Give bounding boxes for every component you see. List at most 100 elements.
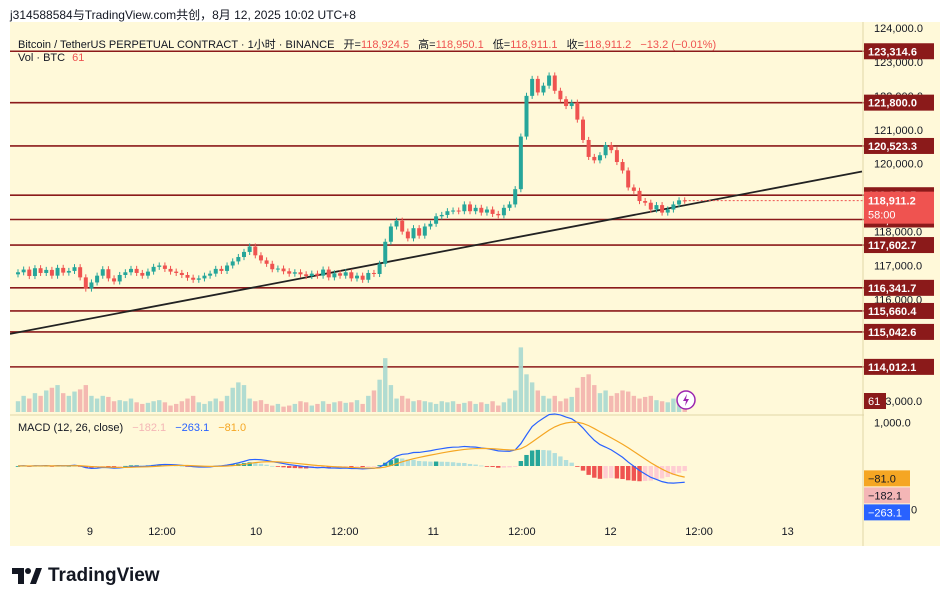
candle-body [315,273,320,276]
macd-histogram-bar [524,454,529,466]
volume-bar [626,391,631,412]
volume-bar [354,400,360,412]
candle-body [326,269,331,278]
macd-value-tag [864,470,910,487]
volume-bar [72,391,77,412]
volume-bar [671,398,676,412]
candle-body [643,201,648,203]
macd-histogram-bar [467,463,473,466]
macd-histogram-bar [541,450,546,466]
volume-bar [597,393,603,412]
volume-bar [490,401,495,412]
lightning-icon [683,394,689,406]
volume-bar [264,403,269,412]
tradingview-brand: TradingView [12,565,160,587]
candle-body [83,277,88,289]
volume-bar [473,403,478,412]
volume-bar [94,398,100,412]
candle-body [89,282,94,289]
macd-histogram-bar [507,466,512,468]
volume-bar [332,402,337,412]
volume-bar [631,395,637,412]
candle-body [157,265,162,267]
candle-body [552,75,557,91]
candle-body [202,275,207,279]
chart-area[interactable]: 124,000.0123,000.0122,000.0121,000.0120,… [9,22,940,546]
candle-body [626,170,631,188]
candle-body [513,189,518,205]
candle-body [569,102,574,107]
candle-body [140,272,145,276]
candle-body [518,136,523,190]
macd-histogram-bar [111,466,117,467]
candle-body [134,268,139,273]
volume-bar [433,403,439,412]
candle-body [422,226,427,236]
candle-body [434,216,439,224]
candle-body [338,273,343,276]
volume-bar [61,393,66,412]
volume-legend: Vol · BTC 61 [18,52,84,64]
macd-histogram-bar [586,466,591,475]
open-label: 开= [343,39,361,51]
macd-histogram-bar [292,466,298,469]
level-price-label: 117,602.7 [868,240,916,252]
high-value: 118,950.1 [435,39,484,51]
candle-body [61,267,66,273]
candle-body [191,277,196,280]
volume-bar [270,405,275,412]
macd-histogram-bar [490,466,495,467]
level-price-tag [864,43,934,60]
candle-body [665,209,670,213]
volume-bar [151,401,156,412]
volume-bar [467,401,473,412]
trendline [9,170,863,335]
candle-body [603,145,608,156]
volume-bar [614,393,620,412]
volume-bar [394,398,399,412]
candle-body [343,272,348,276]
chart-svg[interactable]: 124,000.0123,000.0122,000.0121,000.0120,… [9,22,940,546]
volume-bar [349,402,354,412]
volume-bar [507,398,512,412]
macd-histogram-bar [682,466,687,472]
volume-bar [371,390,377,412]
macd-line-value: −263.1 [175,422,210,434]
level-price-label: 123,314.6 [868,46,917,58]
macd-histogram-bar [484,466,490,467]
volume-bar [665,402,670,412]
volume-bar [400,395,405,412]
price-tick-label: 123,000.0 [874,57,923,69]
volume-bar [27,398,32,412]
volume-bar [140,403,145,412]
time-tick-label: 12:00 [685,526,713,538]
price-tick-label: 118,000.0 [874,227,922,239]
volume-bar [157,400,162,412]
candle-body [264,260,269,264]
volume-bar [552,395,557,412]
macd-histogram-bar [620,466,625,480]
macd-histogram-bar [343,466,348,467]
level-price-label: 115,042.6 [868,327,916,339]
volume-bar [383,358,388,412]
volume-bar [49,387,55,412]
volume-bar [603,390,608,412]
volume-bar [513,390,518,412]
volume-value-label: 61 [868,396,880,408]
volume-bar [241,385,247,412]
candle-body [558,90,563,100]
macd-hist-value: −182.1 [132,422,167,434]
volume-bar [563,398,569,412]
candle-body [275,268,280,270]
candle-body [123,272,128,275]
volume-bar [38,395,43,412]
candle-body [129,268,133,273]
candle-body [292,272,297,274]
macd-histogram-bar [179,465,185,467]
volume-bar [445,402,450,412]
macd-histogram-bar [428,461,433,466]
volume-bar [247,398,252,412]
candle-body [609,145,614,151]
candle-body [100,269,105,276]
candle-body [417,228,422,236]
